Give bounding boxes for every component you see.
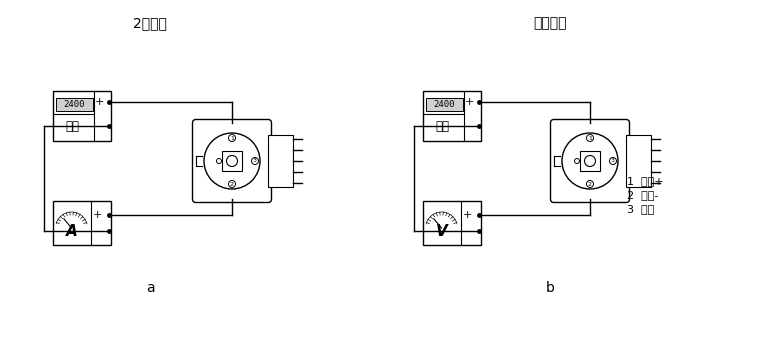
Circle shape <box>229 135 235 141</box>
Circle shape <box>562 133 618 189</box>
Text: 电压输出: 电压输出 <box>533 16 567 30</box>
Text: -: - <box>468 121 472 131</box>
Bar <box>426 98 463 111</box>
Bar <box>580 151 600 171</box>
Bar <box>626 135 651 187</box>
Text: 1: 1 <box>588 136 592 141</box>
Text: 2  电源-: 2 电源- <box>627 190 658 200</box>
Text: 电源: 电源 <box>436 120 449 134</box>
Text: 2线电流: 2线电流 <box>133 16 167 30</box>
Bar <box>53 91 111 141</box>
Text: 3: 3 <box>253 158 257 163</box>
Text: 1  电源+: 1 电源+ <box>627 176 663 186</box>
Text: +: + <box>465 97 474 107</box>
Text: 电源: 电源 <box>66 120 80 134</box>
Bar <box>53 201 111 245</box>
Text: A: A <box>66 224 77 239</box>
Text: 2400: 2400 <box>434 100 456 109</box>
Text: -: - <box>97 121 102 131</box>
Bar <box>222 151 242 171</box>
Text: +: + <box>95 97 104 107</box>
FancyBboxPatch shape <box>551 120 630 203</box>
Bar <box>56 98 93 111</box>
Bar <box>423 91 481 141</box>
Text: 3  输出: 3 输出 <box>627 204 654 214</box>
Text: +: + <box>93 210 103 220</box>
Text: -: - <box>466 226 470 236</box>
Circle shape <box>584 156 595 167</box>
Text: V: V <box>436 224 447 239</box>
Circle shape <box>252 157 258 164</box>
Text: 2: 2 <box>230 182 234 187</box>
FancyBboxPatch shape <box>193 120 272 203</box>
Bar <box>423 201 481 245</box>
Circle shape <box>610 157 617 164</box>
Circle shape <box>229 180 235 188</box>
Text: 1: 1 <box>230 136 234 141</box>
Text: 3: 3 <box>611 158 615 163</box>
Bar <box>268 135 293 187</box>
Text: -: - <box>96 226 100 236</box>
Circle shape <box>587 135 594 141</box>
Circle shape <box>226 156 238 167</box>
Circle shape <box>574 158 580 163</box>
Circle shape <box>204 133 260 189</box>
Circle shape <box>216 158 222 163</box>
Text: +: + <box>463 210 472 220</box>
Text: b: b <box>545 281 555 295</box>
Text: 2: 2 <box>588 182 592 187</box>
Text: a: a <box>146 281 154 295</box>
Circle shape <box>587 180 594 188</box>
Text: 2400: 2400 <box>64 100 85 109</box>
